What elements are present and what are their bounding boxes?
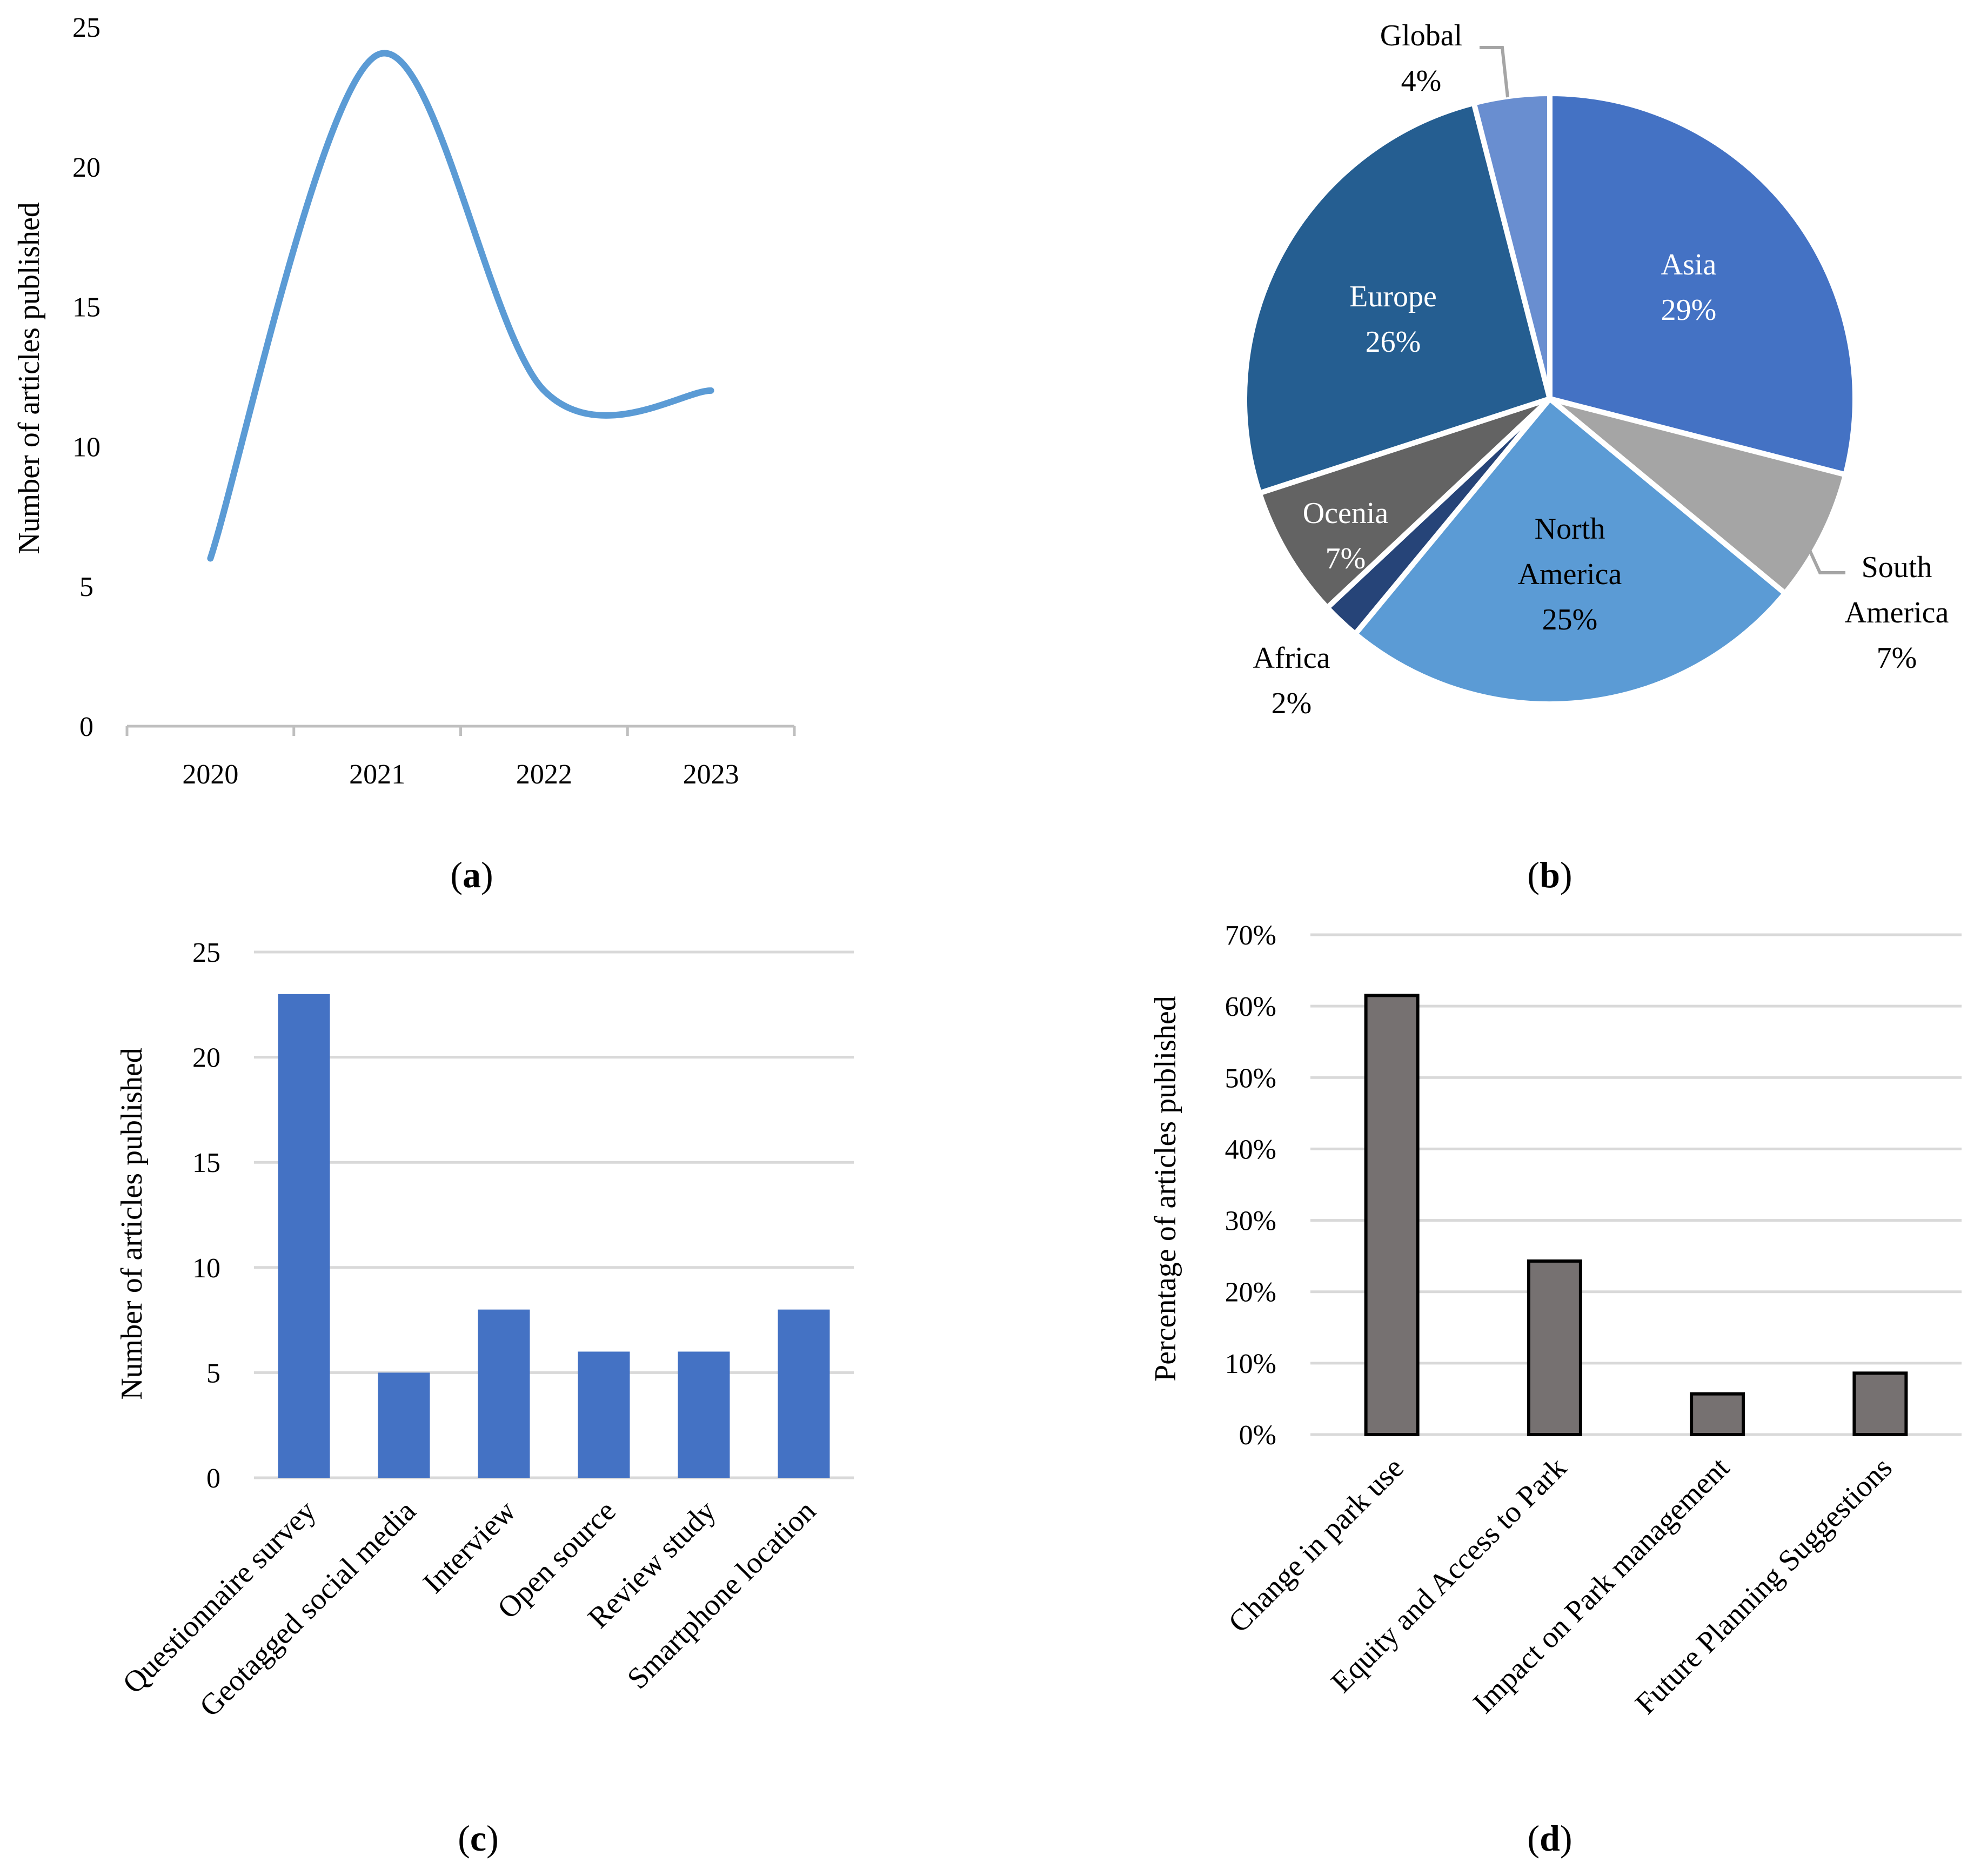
panel-a-x-tick-label: 2022 bbox=[516, 759, 572, 790]
panel-d-y-axis-label: Percentage of articles published bbox=[1149, 996, 1182, 1382]
panel-c-y-tick-label: 25 bbox=[192, 937, 220, 968]
panel-a-y-tick-label: 25 bbox=[72, 12, 101, 43]
panel-c-bar bbox=[678, 1351, 730, 1478]
panel-a-x-tick-label: 2021 bbox=[349, 759, 405, 790]
panel-d-bar bbox=[1852, 1371, 1908, 1437]
panel-d-x-tick-label: Future Planning Suggestions bbox=[1629, 1451, 1898, 1720]
panel-c-y-axis-label: Number of articles published bbox=[115, 1048, 149, 1400]
panel-c-bar bbox=[478, 1309, 530, 1478]
pie-label-north-america: North America 25% bbox=[1518, 512, 1622, 636]
panel-a-y-ticks: 0 5 10 15 20 25 bbox=[72, 12, 101, 742]
pie-slice-global bbox=[1471, 91, 1553, 401]
panel-b-pie-chart: Asia 29% South America 7% North America 25% A… bbox=[1241, 19, 1949, 895]
panel-d-bar-chart: Percentage of articles published 0% 10% 20… bbox=[1149, 920, 1962, 1859]
panel-c-gridlines bbox=[254, 950, 854, 1479]
panel-c-y-tick-label: 0 bbox=[206, 1463, 220, 1494]
panel-d-y-ticks: 0% 10% 20% 30% 40% 50% 60% 70% bbox=[1225, 920, 1276, 1451]
panel-a-caption: (a) bbox=[450, 854, 493, 895]
panel-a-y-tick-label: 10 bbox=[72, 432, 101, 463]
panel-c-x-tick-label: Interview bbox=[417, 1494, 523, 1600]
leader-line-south-america bbox=[1806, 545, 1845, 574]
panel-a-y-tick-label: 20 bbox=[72, 152, 101, 183]
panel-d-caption: (d) bbox=[1527, 1818, 1572, 1859]
panel-a-x-ticks: 2020 2021 2022 2023 bbox=[125, 726, 796, 790]
panel-d-y-tick-label: 0% bbox=[1239, 1420, 1276, 1451]
panel-c-caption: (c) bbox=[458, 1818, 499, 1859]
pie-label-europe: Europe 26% bbox=[1349, 280, 1437, 359]
pie-label-global: Global 4% bbox=[1380, 19, 1462, 98]
panel-c-bar bbox=[378, 1372, 430, 1478]
panel-a-line-chart: Number of articles published 0510152025 … bbox=[12, 12, 796, 895]
panel-d-bars bbox=[1364, 994, 1908, 1437]
panel-a-y-tick-label: 15 bbox=[72, 292, 101, 323]
panel-c-y-ticks: 0 5 10 15 20 25 bbox=[192, 937, 220, 1494]
panel-d-y-tick-label: 60% bbox=[1225, 991, 1276, 1022]
panel-c-x-tick-label: Questionnaire survey bbox=[116, 1494, 322, 1700]
panel-c-bars bbox=[278, 994, 830, 1478]
pie-slice-south bbox=[1547, 396, 1849, 597]
pie-label-africa: Africa 2% bbox=[1253, 641, 1330, 720]
panel-d-y-tick-label: 20% bbox=[1225, 1277, 1276, 1308]
panel-d-y-tick-label: 10% bbox=[1225, 1349, 1276, 1379]
panel-d-y-tick-label: 40% bbox=[1225, 1134, 1276, 1165]
panel-d-y-tick-label: 70% bbox=[1225, 920, 1276, 951]
pie-slice-ocenia bbox=[1256, 396, 1553, 611]
panel-c-y-tick-label: 10 bbox=[192, 1253, 220, 1284]
panel-d-y-tick-label: 50% bbox=[1225, 1063, 1276, 1094]
panel-a-x-tick-label: 2023 bbox=[683, 759, 739, 790]
panel-b-caption: (b) bbox=[1527, 854, 1572, 895]
panel-c-y-tick-label: 5 bbox=[206, 1358, 220, 1389]
leader-line-global bbox=[1480, 46, 1509, 98]
panel-b-pie bbox=[1241, 91, 1858, 707]
panel-d-x-tick-label: Impact on Park management bbox=[1467, 1451, 1736, 1720]
panel-a-y-axis-label: Number of articles published bbox=[12, 202, 46, 554]
panel-d-y-tick-label: 30% bbox=[1225, 1206, 1276, 1237]
panel-c-y-tick-label: 20 bbox=[192, 1043, 220, 1074]
pie-slice-asia bbox=[1547, 91, 1858, 478]
panel-d-bar bbox=[1690, 1392, 1745, 1436]
panel-c-x-tick-label: Smartphone location bbox=[621, 1494, 822, 1696]
panel-a-series-line bbox=[207, 50, 714, 562]
panel-a-y-tick-label: 5 bbox=[79, 572, 93, 602]
pie-label-asia: Asia 29% bbox=[1661, 248, 1717, 327]
panel-a-x-tick-label: 2020 bbox=[182, 759, 238, 790]
pie-slice-europe bbox=[1241, 100, 1553, 496]
panel-c-y-tick-label: 15 bbox=[192, 1148, 220, 1178]
panel-d-bar bbox=[1364, 994, 1420, 1436]
pie-label-south-america: South America 7% bbox=[1845, 551, 1949, 675]
panel-c-bar bbox=[778, 1309, 830, 1478]
panel-d-bar bbox=[1527, 1259, 1582, 1436]
panel-d-x-tick-label: Change in park use bbox=[1222, 1451, 1410, 1639]
panel-c-bar bbox=[278, 994, 330, 1478]
panel-c-bar bbox=[578, 1351, 630, 1478]
pie-label-ocenia: Ocenia 7% bbox=[1303, 497, 1389, 575]
panel-c-bar-chart: Number of articles published 0510152025 … bbox=[115, 937, 854, 1859]
pie-slice-north bbox=[1352, 396, 1788, 707]
panel-a-y-tick-label: 0 bbox=[79, 712, 93, 742]
